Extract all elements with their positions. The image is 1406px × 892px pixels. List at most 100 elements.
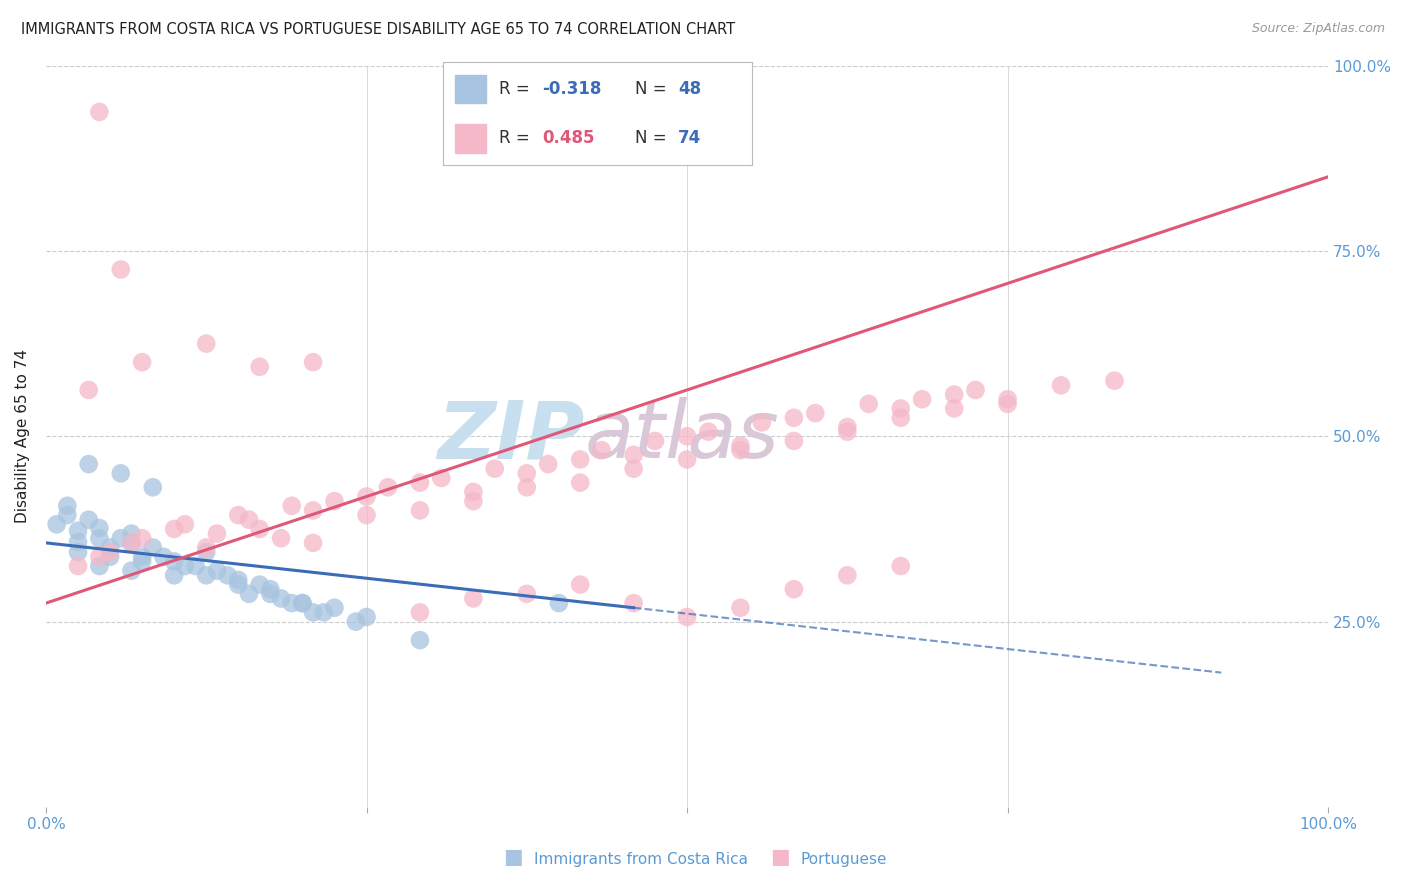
Text: -0.318: -0.318 [541,79,602,97]
Point [965,383,987,397]
Point [484,461,506,475]
Point [302,606,325,620]
Point [676,429,699,443]
Point [463,484,485,499]
Point [77,513,100,527]
Point [89,521,111,535]
Point [142,541,165,555]
Point [98,545,121,559]
Point [783,410,806,425]
Point [623,461,645,475]
Point [356,490,378,504]
Point [516,467,538,481]
Text: Source: ZipAtlas.com: Source: ZipAtlas.com [1251,22,1385,36]
Point [291,596,314,610]
Point [120,536,142,550]
Point [537,457,560,471]
Bar [456,75,486,103]
Point [377,480,399,494]
Point [302,503,325,517]
Text: ■: ■ [770,847,790,867]
Point [516,587,538,601]
Point [152,549,174,564]
Point [259,582,281,597]
Text: IMMIGRANTS FROM COSTA RICA VS PORTUGUESE DISABILITY AGE 65 TO 74 CORRELATION CHA: IMMIGRANTS FROM COSTA RICA VS PORTUGUESE… [21,22,735,37]
Point [1104,374,1126,388]
Point [837,568,859,582]
Point [131,355,153,369]
Point [66,524,89,538]
Point [409,503,432,517]
Text: N =: N = [634,128,672,147]
Point [409,475,432,490]
Point [858,397,880,411]
Text: R =: R = [499,128,534,147]
Point [676,452,699,467]
Point [98,541,121,555]
Point [516,480,538,494]
Bar [456,124,486,153]
Point [120,536,142,550]
Point [409,633,432,648]
Text: atlas: atlas [585,397,779,475]
Point [98,549,121,564]
Point [142,480,165,494]
Point [238,513,260,527]
Point [56,499,79,513]
Point [644,434,666,448]
Point [302,536,325,550]
Point [804,406,827,420]
Point [356,508,378,522]
Text: R =: R = [499,79,534,97]
Point [569,577,592,591]
Point [890,559,912,574]
Point [89,531,111,545]
Point [569,452,592,467]
Point [356,610,378,624]
Point [205,526,228,541]
Point [163,522,186,536]
Point [77,457,100,471]
Point [302,355,325,369]
Point [463,591,485,606]
Point [697,425,720,439]
Point [195,545,218,559]
Point [623,448,645,462]
Y-axis label: Disability Age 65 to 74: Disability Age 65 to 74 [15,350,30,524]
Point [623,596,645,610]
Point [195,568,218,582]
Point [430,471,453,485]
Point [89,104,111,119]
Point [463,494,485,508]
Point [249,577,271,591]
Text: ZIP: ZIP [437,397,585,475]
Point [783,582,806,597]
Point [1050,378,1073,392]
Point [312,606,335,620]
Point [344,615,367,629]
Text: 74: 74 [678,128,702,147]
Point [323,600,346,615]
Point [259,587,281,601]
Point [195,541,218,555]
Point [837,420,859,434]
Point [238,587,260,601]
Point [66,559,89,574]
Point [217,568,239,582]
Text: Portuguese: Portuguese [800,852,887,867]
Text: 0.485: 0.485 [541,128,595,147]
Point [676,610,699,624]
Point [249,359,271,374]
Point [120,526,142,541]
Point [730,439,752,453]
Point [226,573,249,587]
Point [56,508,79,522]
Point [45,517,67,532]
Point [890,401,912,416]
Point [730,600,752,615]
Point [270,531,292,545]
Point [783,434,806,448]
Point [110,467,132,481]
Point [173,559,195,574]
Point [547,596,569,610]
